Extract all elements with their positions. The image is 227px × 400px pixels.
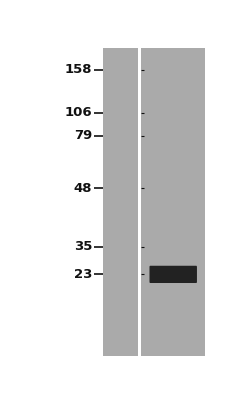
Text: 106: 106 (64, 106, 92, 119)
Text: 158: 158 (64, 63, 92, 76)
Text: 23: 23 (73, 268, 92, 281)
Bar (138, 48, 141, 356)
FancyBboxPatch shape (149, 266, 196, 283)
Text: 35: 35 (73, 240, 92, 253)
Bar (102, 48, 138, 356)
Text: 79: 79 (74, 129, 92, 142)
Text: 48: 48 (73, 182, 92, 195)
Bar (141, 48, 204, 356)
